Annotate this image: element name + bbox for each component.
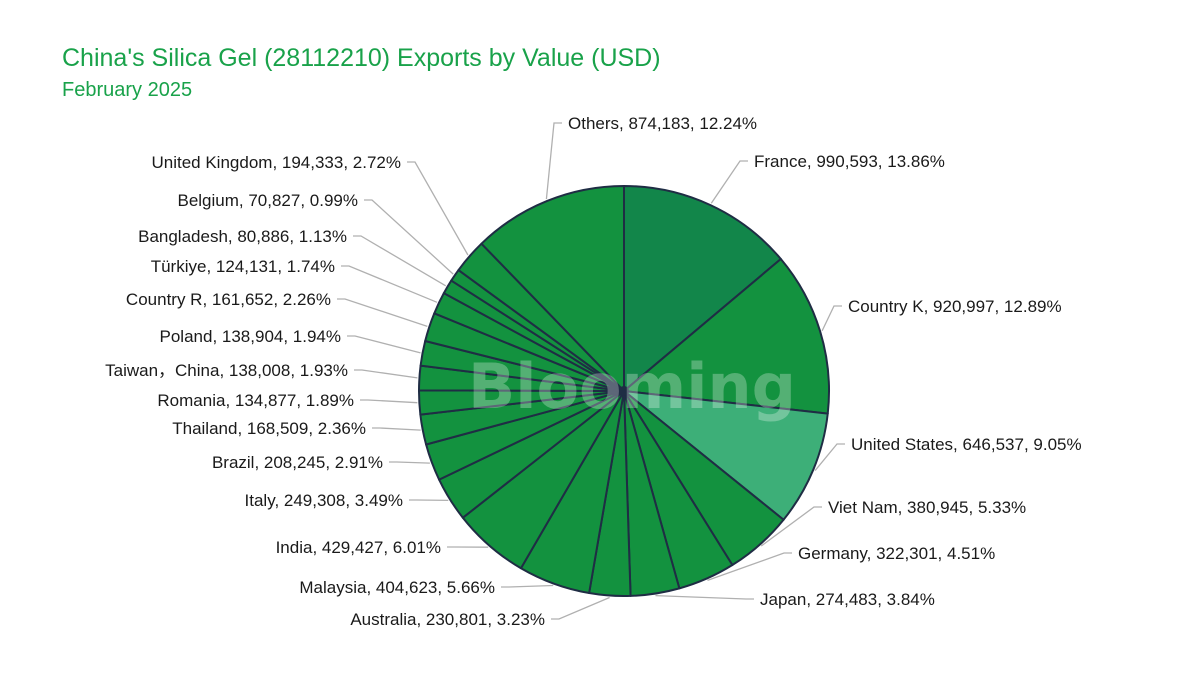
pie-slice-united-states <box>623 390 829 521</box>
leader-line <box>364 199 454 275</box>
slice-label: Others, 874,183, 12.24% <box>568 114 757 133</box>
pie-slice-country-k <box>623 257 830 415</box>
slice-label: Bangladesh, 80,886, 1.13% <box>138 227 347 246</box>
leader-line <box>337 298 428 328</box>
slice-label: Türkiye, 124,131, 1.74% <box>151 257 335 276</box>
chart-subtitle: February 2025 <box>62 79 193 101</box>
leader-line <box>354 369 418 379</box>
slice-label: Japan, 274,483, 3.84% <box>760 590 935 609</box>
leader-line <box>341 265 438 303</box>
pie-slices <box>417 185 830 597</box>
leader-line <box>360 399 418 404</box>
leader-line <box>551 596 610 620</box>
watermark: Blooming <box>468 350 796 423</box>
slice-label: Thailand, 168,509, 2.36% <box>172 419 366 438</box>
leader-line <box>501 584 554 588</box>
leader-line <box>707 552 792 582</box>
leader-line <box>407 161 469 256</box>
slice-label: India, 429,427, 6.01% <box>276 538 441 557</box>
slice-label: Taiwan，China, 138,008, 1.93% <box>105 361 348 380</box>
slice-label: France, 990,593, 13.86% <box>754 152 945 171</box>
slice-label: Malaysia, 404,623, 5.66% <box>299 578 495 597</box>
leader-line <box>347 335 421 354</box>
leader-line <box>372 427 421 431</box>
slice-label: Belgium, 70,827, 0.99% <box>177 191 358 210</box>
leader-line <box>821 305 842 332</box>
pie-slice-france <box>623 185 782 392</box>
slice-label: Poland, 138,904, 1.94% <box>160 327 341 346</box>
slice-label: Brazil, 208,245, 2.91% <box>212 453 383 472</box>
slice-label: Australia, 230,801, 3.23% <box>350 610 545 629</box>
slice-label: United States, 646,537, 9.05% <box>851 435 1082 454</box>
slice-label: Germany, 322,301, 4.51% <box>798 544 995 563</box>
slice-label: United Kingdom, 194,333, 2.72% <box>151 153 401 172</box>
pie-center <box>619 386 629 396</box>
slice-label: Italy, 249,308, 3.49% <box>245 491 403 510</box>
slice-label: Country K, 920,997, 12.89% <box>848 297 1062 316</box>
leader-line <box>814 443 845 472</box>
slice-label: Viet Nam, 380,945, 5.33% <box>828 498 1026 517</box>
leader-line <box>655 594 754 600</box>
leader-line <box>353 235 447 287</box>
pie-slice-others <box>480 185 625 392</box>
leader-line <box>545 122 562 200</box>
slice-label: Romania, 134,877, 1.89% <box>157 391 354 410</box>
chart-title: China's Silica Gel (28112210) Exports by… <box>62 44 661 72</box>
leader-line <box>710 160 748 204</box>
slice-labels: France, 990,593, 13.86% Country K, 920,99… <box>105 114 1082 629</box>
leader-line <box>760 506 822 547</box>
slice-label: Country R, 161,652, 2.26% <box>126 290 331 309</box>
leader-line <box>389 461 430 464</box>
label-leader-lines <box>337 122 845 620</box>
